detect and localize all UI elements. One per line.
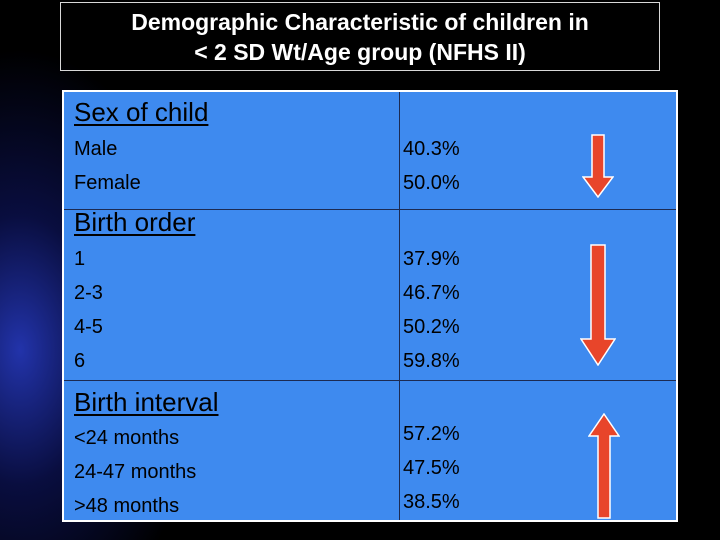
row-value: 37.9% <box>403 248 460 270</box>
section-heading-sex: Sex of child <box>74 97 209 127</box>
row-value: 59.8% <box>403 350 460 372</box>
slide-title: Demographic Characteristic of children i… <box>60 2 660 71</box>
row-label: Male <box>74 138 118 160</box>
row-label: Female <box>74 172 141 194</box>
row-value: 40.3% <box>403 138 460 160</box>
row-divider <box>64 209 676 210</box>
row-label: 1 <box>74 248 86 270</box>
row-label: 4-5 <box>74 316 103 338</box>
arrow-down-icon <box>582 134 614 198</box>
row-value: 47.5% <box>403 457 460 479</box>
section-heading-birth-interval: Birth interval <box>74 387 219 417</box>
row-label: >48 months <box>74 495 180 517</box>
data-table: Sex of child Male 40.3% Female 50.0% Bir… <box>62 90 678 522</box>
arrow-down-icon <box>580 244 616 366</box>
row-label: 2-3 <box>74 282 103 304</box>
row-label: 24-47 months <box>74 461 197 483</box>
row-label: <24 months <box>74 427 180 449</box>
title-line-1: Demographic Characteristic of children i… <box>131 9 589 35</box>
row-value: 50.2% <box>403 316 460 338</box>
title-line-2: < 2 SD Wt/Age group (NFHS II) <box>194 39 526 65</box>
row-value: 50.0% <box>403 172 460 194</box>
row-value: 46.7% <box>403 282 460 304</box>
row-divider <box>64 380 676 381</box>
row-value: 38.5% <box>403 491 460 513</box>
column-divider <box>399 92 400 520</box>
row-label: 6 <box>74 350 86 372</box>
row-value: 57.2% <box>403 423 460 445</box>
arrow-up-icon <box>588 413 620 519</box>
section-heading-birth-order: Birth order <box>74 207 196 237</box>
